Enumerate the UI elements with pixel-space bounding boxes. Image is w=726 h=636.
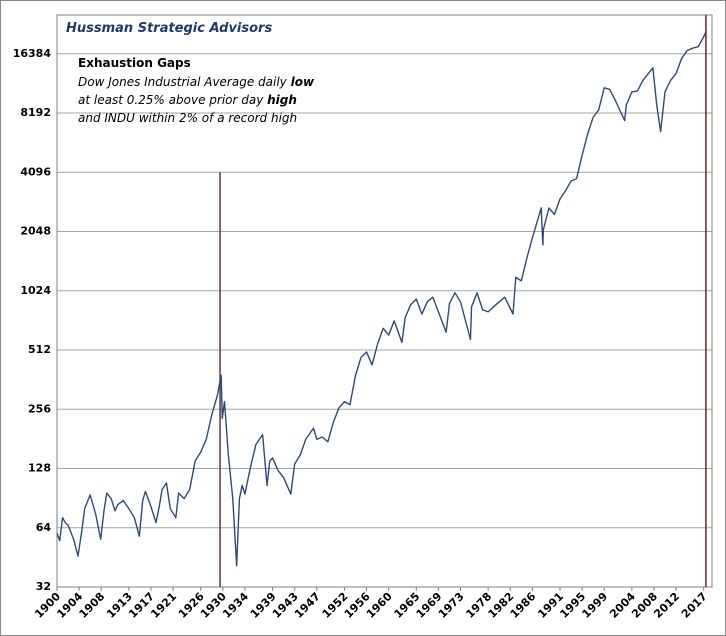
y-tick-label: 8192 xyxy=(20,106,51,119)
y-tick-label: 32 xyxy=(36,580,51,593)
y-tick-label: 128 xyxy=(28,462,51,475)
annotation-line: and INDU within 2% of a record high xyxy=(78,111,297,125)
y-tick-label: 256 xyxy=(28,402,51,415)
chart-title: Hussman Strategic Advisors xyxy=(66,21,272,36)
y-tick-label: 512 xyxy=(28,343,51,356)
annotation-segment: at least 0.25% above prior day xyxy=(78,93,267,107)
data-line xyxy=(56,30,708,567)
annotation-segment: Dow Jones Industrial Average daily xyxy=(78,75,291,89)
plot-border xyxy=(56,14,713,588)
annotation-segment: and INDU within 2% of a record high xyxy=(78,111,297,125)
annotation-line: at least 0.25% above prior day high xyxy=(78,93,297,107)
y-tick-label: 2048 xyxy=(20,225,51,238)
annotation-line: Dow Jones Industrial Average daily low xyxy=(78,75,315,89)
y-tick-label: 64 xyxy=(36,521,52,534)
annotation-title: Exhaustion Gaps xyxy=(78,56,191,70)
annotation-segment: high xyxy=(267,93,297,107)
annotation-segment: low xyxy=(291,75,315,89)
y-tick-label: 4096 xyxy=(20,165,51,178)
y-tick-label: 1024 xyxy=(20,284,51,297)
y-tick-label: 16384 xyxy=(13,47,52,60)
